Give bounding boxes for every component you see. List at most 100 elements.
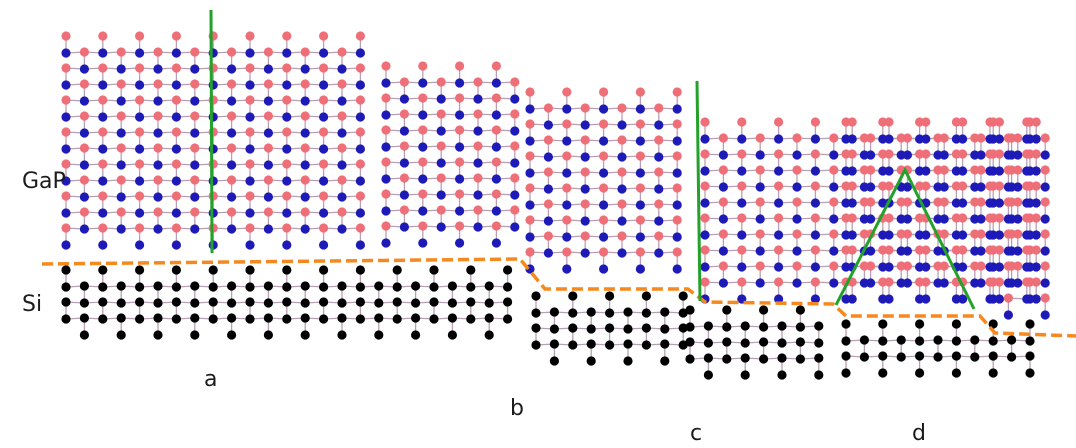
p-atom xyxy=(737,198,747,208)
p-atom xyxy=(282,240,292,250)
p-atom xyxy=(985,230,995,240)
ga-atom xyxy=(227,143,237,153)
p-atom xyxy=(355,112,365,122)
si-atom xyxy=(171,282,181,292)
case-a-label: a xyxy=(204,367,218,392)
si-atom xyxy=(484,330,494,340)
p-atom xyxy=(654,248,664,258)
p-atom xyxy=(190,160,200,170)
p-atom xyxy=(700,134,710,144)
ga-atom xyxy=(543,103,554,113)
ga-atom xyxy=(700,245,710,255)
ga-atom xyxy=(135,63,145,73)
p-atom xyxy=(227,224,237,234)
ga-atom xyxy=(491,93,501,103)
ga-atom xyxy=(599,87,609,97)
ga-atom xyxy=(859,229,870,239)
si-atom xyxy=(466,265,476,275)
si-atom xyxy=(392,282,402,292)
p-atom xyxy=(153,160,163,170)
ga-atom xyxy=(300,47,310,57)
p-atom xyxy=(171,112,181,122)
p-atom xyxy=(599,136,609,146)
ga-atom xyxy=(263,47,273,57)
si-atom xyxy=(484,298,494,308)
p-atom xyxy=(98,240,108,250)
p-atom xyxy=(792,214,802,224)
si-atom xyxy=(1025,336,1035,346)
ga-atom xyxy=(171,95,181,105)
ga-atom xyxy=(79,175,89,185)
ga-atom xyxy=(355,223,365,233)
si-atom xyxy=(245,265,255,275)
si-atom xyxy=(282,265,292,275)
p-atom xyxy=(755,278,765,288)
ga-atom xyxy=(337,207,347,217)
si-atom xyxy=(374,298,384,308)
ga-atom xyxy=(841,245,851,255)
si-atom xyxy=(641,340,652,350)
si-atom xyxy=(153,313,163,323)
ga-atom xyxy=(672,247,682,257)
p-atom xyxy=(654,152,664,162)
si-atom xyxy=(1007,352,1017,362)
si-atom xyxy=(135,314,145,324)
si-atom xyxy=(466,282,476,292)
p-atom xyxy=(878,198,888,208)
p-atom xyxy=(755,214,765,224)
si-atom xyxy=(355,297,365,307)
si-atom xyxy=(531,291,541,301)
ga-atom xyxy=(878,149,888,159)
ga-atom xyxy=(319,159,329,169)
si-atom xyxy=(208,314,218,324)
p-atom xyxy=(672,264,682,274)
ga-atom xyxy=(737,213,747,223)
ga-atom xyxy=(227,111,237,121)
ga-atom xyxy=(171,191,181,201)
ga-atom xyxy=(245,127,255,137)
ga-atom xyxy=(153,79,163,89)
p-atom xyxy=(970,278,980,288)
si-atom xyxy=(208,297,218,307)
p-atom xyxy=(525,232,535,242)
p-atom xyxy=(153,192,163,202)
p-atom xyxy=(455,110,465,120)
p-atom xyxy=(510,190,520,200)
ga-atom xyxy=(98,223,108,233)
p-atom xyxy=(300,96,310,106)
ga-atom xyxy=(455,93,465,103)
p-atom xyxy=(418,174,428,184)
ga-atom xyxy=(1003,293,1014,303)
p-atom xyxy=(98,208,108,218)
si-atom xyxy=(605,291,615,301)
ga-atom xyxy=(1040,133,1050,143)
si-atom xyxy=(227,330,237,340)
p-atom xyxy=(399,222,409,232)
p-atom xyxy=(635,232,646,242)
si-atom xyxy=(208,282,218,292)
p-atom xyxy=(915,230,925,240)
interface-line xyxy=(41,257,1076,338)
si-atom xyxy=(549,324,560,334)
ga-atom xyxy=(718,229,729,239)
si-atom xyxy=(623,339,633,349)
ga-atom xyxy=(245,31,255,41)
ga-atom xyxy=(700,213,710,223)
si-atom xyxy=(623,324,633,334)
ga-atom xyxy=(436,109,446,119)
p-atom xyxy=(635,168,646,178)
p-atom xyxy=(337,160,347,170)
p-atom xyxy=(543,184,554,194)
p-atom xyxy=(79,192,89,202)
si-atom xyxy=(951,319,962,329)
si-atom xyxy=(740,338,750,348)
p-atom xyxy=(381,78,391,88)
ga-atom xyxy=(635,215,646,225)
si-atom xyxy=(586,324,596,334)
si-atom xyxy=(915,368,925,378)
p-atom xyxy=(263,160,273,170)
p-atom xyxy=(878,262,888,272)
ga-atom xyxy=(562,247,572,257)
si-atom xyxy=(814,353,824,363)
si-atom xyxy=(466,314,476,324)
